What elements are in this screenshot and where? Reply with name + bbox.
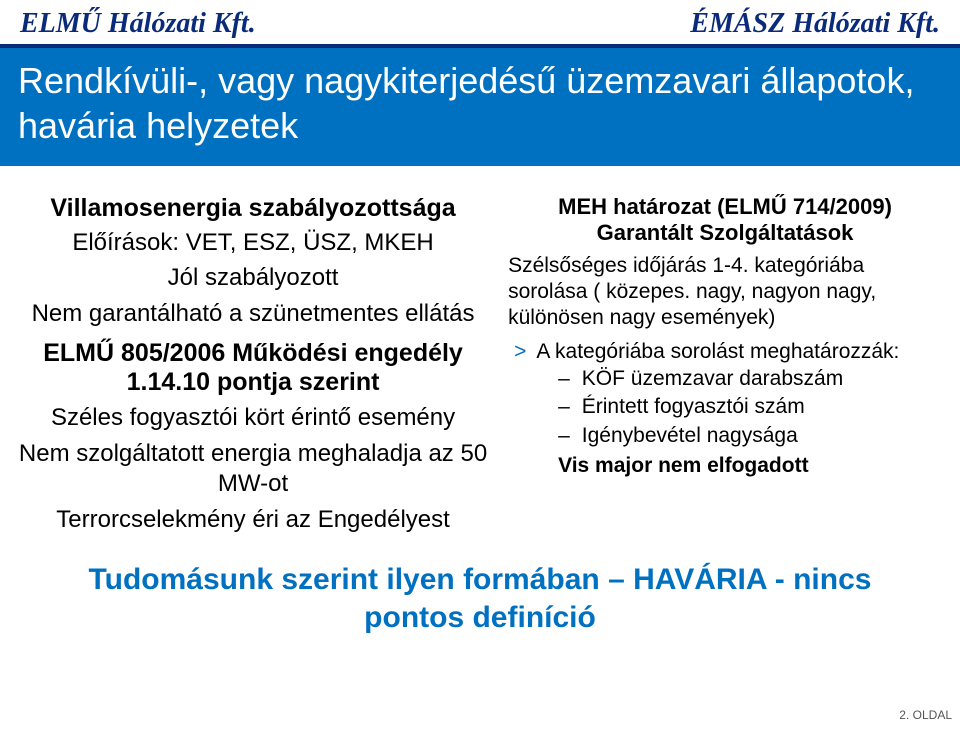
page-number: 2. OLDAL xyxy=(899,708,952,722)
permit-title: ELMŰ 805/2006 Működési engedély 1.14.10 … xyxy=(18,339,488,397)
left-column: Villamosenergia szabályozottsága Előírás… xyxy=(18,194,488,541)
dash-icon: – xyxy=(558,422,570,450)
permit-line-2: Nem szolgáltatott energia meghaladja az … xyxy=(18,439,488,499)
left-heading: Villamosenergia szabályozottsága xyxy=(18,194,488,223)
header-bar: ELMŰ Hálózati Kft. ÉMÁSZ Hálózati Kft. xyxy=(0,0,960,48)
slide-title: Rendkívüli-, vagy nagykiterjedésű üzemza… xyxy=(0,48,960,166)
right-bullet-label: A kategóriába sorolást meghatározzák: xyxy=(536,338,899,365)
list-item: –Igénybevétel nagysága xyxy=(558,422,942,450)
right-bold-line: Vis major nem elfogadott xyxy=(508,454,942,478)
logo-left: ELMŰ Hálózati Kft. xyxy=(20,8,256,40)
right-line-1: Szélsőséges időjárás 1-4. kategóriába so… xyxy=(508,253,942,332)
permit-line-3: Terrorcselekmény éri az Engedélyest xyxy=(18,505,488,535)
left-line-2: Jól szabályozott xyxy=(18,263,488,293)
dash-text-2: Érintett fogyasztói szám xyxy=(582,393,805,421)
right-heading: MEH határozat (ELMŰ 714/2009) Garantált … xyxy=(508,194,942,247)
logo-right: ÉMÁSZ Hálózati Kft. xyxy=(690,8,940,40)
dash-icon: – xyxy=(558,365,570,393)
footer-note: Tudomásunk szerint ilyen formában – HAVÁ… xyxy=(0,551,960,636)
left-line-1: Előírások: VET, ESZ, ÜSZ, MKEH xyxy=(18,229,488,257)
right-column: MEH határozat (ELMŰ 714/2009) Garantált … xyxy=(508,194,942,541)
permit-line-1: Széles fogyasztói kört érintő esemény xyxy=(18,403,488,433)
content-area: Villamosenergia szabályozottsága Előírás… xyxy=(0,166,960,551)
dash-list: –KÖF üzemzavar darabszám –Érintett fogya… xyxy=(508,365,942,450)
dash-icon: – xyxy=(558,393,570,421)
dash-text-3: Igénybevétel nagysága xyxy=(582,422,798,450)
left-line-3: Nem garantálható a szünetmentes ellátás xyxy=(18,299,488,329)
right-bullet: > A kategóriába sorolást meghatározzák: xyxy=(508,338,942,365)
list-item: –Érintett fogyasztói szám xyxy=(558,393,942,421)
list-item: –KÖF üzemzavar darabszám xyxy=(558,365,942,393)
dash-text-1: KÖF üzemzavar darabszám xyxy=(582,365,843,393)
chevron-icon: > xyxy=(514,338,526,365)
